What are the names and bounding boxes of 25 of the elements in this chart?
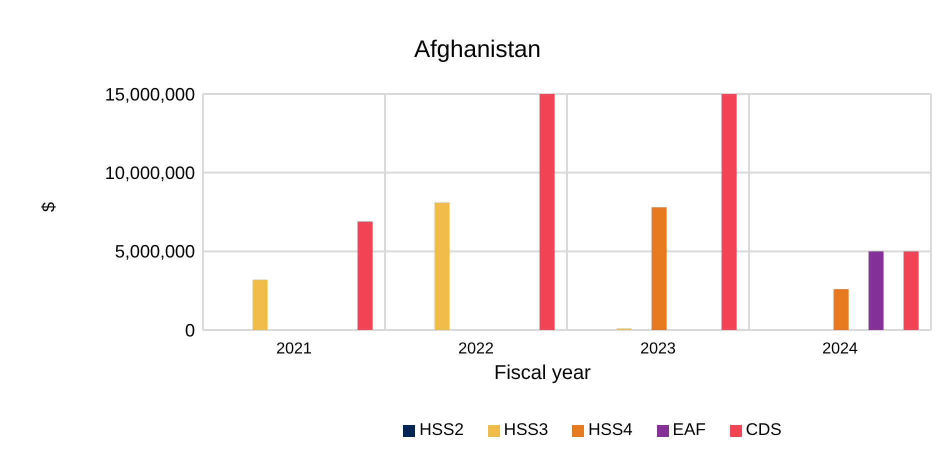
y-tick-label: 10,000,000	[104, 163, 195, 184]
y-axis-title: $	[38, 202, 58, 212]
bar	[868, 251, 884, 330]
bar	[652, 207, 667, 330]
bar	[540, 94, 555, 330]
bar	[722, 94, 737, 330]
x-tick-label: 2023	[640, 340, 676, 358]
legend-label: CDS	[746, 420, 782, 439]
bar	[358, 221, 373, 330]
y-tick-label: 5,000,000	[114, 242, 195, 262]
bar	[904, 251, 919, 330]
legend-label: HSS3	[504, 420, 548, 439]
legend-label: HSS2	[419, 420, 464, 439]
chart-title: Afghanistan	[413, 36, 542, 64]
x-axis-title: Fiscal year	[493, 362, 592, 385]
bar	[434, 202, 450, 330]
x-tick-label: 2022	[458, 340, 494, 358]
x-tick-label: 2021	[276, 340, 312, 358]
legend-label: EAF	[672, 420, 706, 439]
bar	[252, 280, 268, 330]
bar	[834, 289, 849, 330]
y-tick-label: 0	[184, 320, 195, 340]
legend-label: HSS4	[588, 420, 633, 439]
x-tick-label: 2024	[822, 340, 858, 358]
y-tick-label: 15,000,000	[104, 84, 195, 104]
